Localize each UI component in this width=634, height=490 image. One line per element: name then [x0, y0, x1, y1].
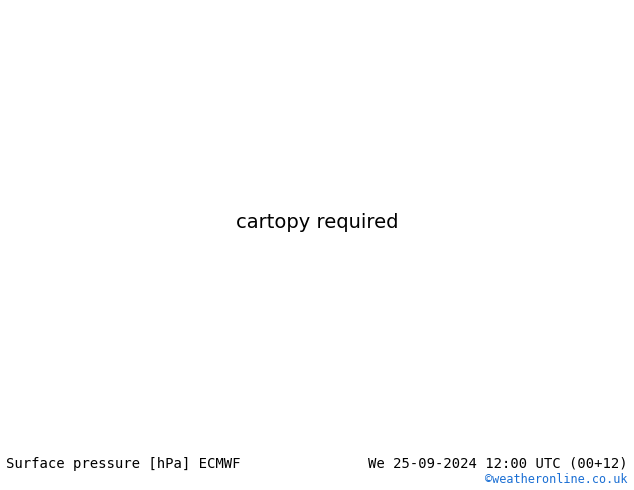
- Text: cartopy required: cartopy required: [236, 214, 398, 232]
- Text: We 25-09-2024 12:00 UTC (00+12): We 25-09-2024 12:00 UTC (00+12): [368, 457, 628, 470]
- Text: ©weatheronline.co.uk: ©weatheronline.co.uk: [485, 472, 628, 486]
- Text: Surface pressure [hPa] ECMWF: Surface pressure [hPa] ECMWF: [6, 457, 241, 470]
